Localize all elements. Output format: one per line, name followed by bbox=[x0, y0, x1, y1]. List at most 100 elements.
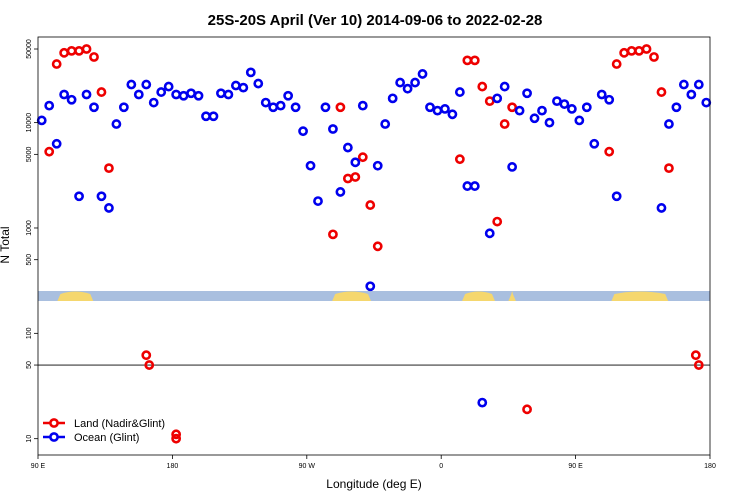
land-point bbox=[462, 55, 473, 66]
ocean-point bbox=[484, 228, 495, 239]
land-point bbox=[372, 241, 383, 252]
ocean-point bbox=[566, 104, 577, 114]
legend-label: Ocean (Glint) bbox=[74, 432, 139, 444]
x-tick-label: 180 bbox=[704, 463, 716, 470]
ocean-point bbox=[544, 117, 555, 128]
land-point bbox=[477, 81, 488, 92]
data-points bbox=[36, 44, 712, 444]
land-point bbox=[81, 44, 92, 54]
x-tick-label: 90 E bbox=[568, 463, 583, 470]
land-point bbox=[604, 146, 615, 157]
ocean-point bbox=[89, 102, 99, 113]
ocean-point bbox=[440, 104, 450, 114]
land-point bbox=[89, 52, 99, 62]
ocean-point bbox=[693, 79, 704, 90]
land-point bbox=[59, 47, 70, 58]
y-tick-label: 10 bbox=[26, 435, 33, 443]
land-point bbox=[335, 102, 346, 113]
ocean-point bbox=[469, 181, 480, 191]
ocean-point bbox=[395, 77, 406, 88]
y-tick-label: 100 bbox=[26, 327, 33, 339]
ocean-point bbox=[163, 81, 174, 92]
land-point bbox=[365, 200, 376, 210]
ocean-point bbox=[96, 191, 107, 202]
ocean-point bbox=[604, 94, 615, 105]
ocean-point bbox=[260, 97, 271, 108]
ocean-point bbox=[559, 99, 570, 109]
x-tick-label: 90 E bbox=[31, 463, 46, 470]
ocean-point bbox=[514, 105, 525, 116]
land-point bbox=[141, 350, 152, 361]
x-tick-label: 90 W bbox=[299, 463, 316, 470]
ocean-point bbox=[305, 160, 316, 171]
ocean-point bbox=[148, 97, 159, 108]
land-point bbox=[499, 119, 510, 129]
land-point bbox=[74, 45, 84, 56]
land-point bbox=[171, 429, 182, 440]
ocean-point bbox=[589, 138, 600, 149]
land-point bbox=[144, 360, 155, 370]
ocean-point bbox=[357, 100, 368, 111]
ocean-point bbox=[268, 102, 279, 113]
ocean-point bbox=[320, 102, 331, 113]
ocean-point bbox=[44, 100, 55, 111]
ocean-point bbox=[529, 113, 540, 124]
ocean-point bbox=[686, 89, 697, 100]
ocean-point bbox=[66, 94, 77, 105]
land-point bbox=[492, 216, 503, 227]
chart-title: 25S-20S April (Ver 10) 2014-09-06 to 202… bbox=[208, 12, 543, 29]
ocean-point bbox=[126, 79, 137, 90]
ocean-point bbox=[342, 142, 353, 153]
ocean-point bbox=[380, 119, 391, 129]
ocean-point bbox=[186, 88, 196, 99]
ocean-point bbox=[104, 203, 114, 213]
ocean-point bbox=[118, 102, 129, 113]
ocean-point bbox=[171, 89, 182, 100]
ocean-point bbox=[156, 87, 167, 97]
x-tick-label: 0 bbox=[439, 463, 443, 470]
y-axis: 50000 10000 5000 1000 500 100 50 10 bbox=[26, 39, 38, 443]
land-point bbox=[611, 59, 622, 69]
ocean-point bbox=[417, 69, 428, 79]
land-point bbox=[656, 87, 667, 97]
land-point bbox=[522, 404, 532, 415]
ocean-point bbox=[365, 281, 376, 292]
land-point bbox=[328, 229, 338, 240]
land-point bbox=[693, 360, 704, 370]
ocean-point bbox=[81, 89, 92, 100]
ocean-point bbox=[216, 88, 226, 99]
legend-label: Land (Nadir&Glint) bbox=[74, 418, 165, 430]
ocean-point bbox=[193, 90, 204, 101]
ocean-point bbox=[678, 79, 689, 90]
land-point bbox=[619, 47, 630, 58]
ocean-point bbox=[701, 97, 712, 108]
ocean-point bbox=[387, 93, 398, 104]
ocean-point bbox=[111, 119, 122, 129]
x-axis-title: Longitude (deg E) bbox=[326, 477, 421, 491]
land-band bbox=[332, 291, 372, 301]
land-point bbox=[454, 154, 465, 165]
land-point bbox=[626, 45, 637, 56]
land-point bbox=[342, 173, 353, 184]
ocean-point bbox=[581, 102, 592, 113]
ocean-point bbox=[133, 89, 144, 100]
x-axis: 90 E 180 90 W 0 90 E 180 bbox=[31, 455, 716, 470]
y-tick-label: 50000 bbox=[26, 39, 33, 59]
land-point bbox=[690, 350, 701, 361]
ocean-point bbox=[208, 111, 219, 122]
y-tick-label: 10000 bbox=[26, 113, 33, 133]
ocean-point bbox=[507, 162, 518, 172]
ocean-point bbox=[664, 119, 674, 129]
ocean-point bbox=[275, 100, 286, 111]
y-tick-label: 500 bbox=[26, 254, 33, 266]
x-tick-label: 180 bbox=[167, 463, 179, 470]
land-point bbox=[96, 87, 107, 97]
ocean-point bbox=[432, 105, 443, 116]
ocean-point bbox=[141, 79, 152, 90]
ocean-point bbox=[499, 81, 510, 92]
land-point bbox=[484, 96, 495, 107]
ocean-point bbox=[574, 115, 585, 126]
land-band bbox=[57, 291, 94, 301]
ocean-point bbox=[350, 157, 361, 168]
land-point bbox=[641, 44, 652, 54]
